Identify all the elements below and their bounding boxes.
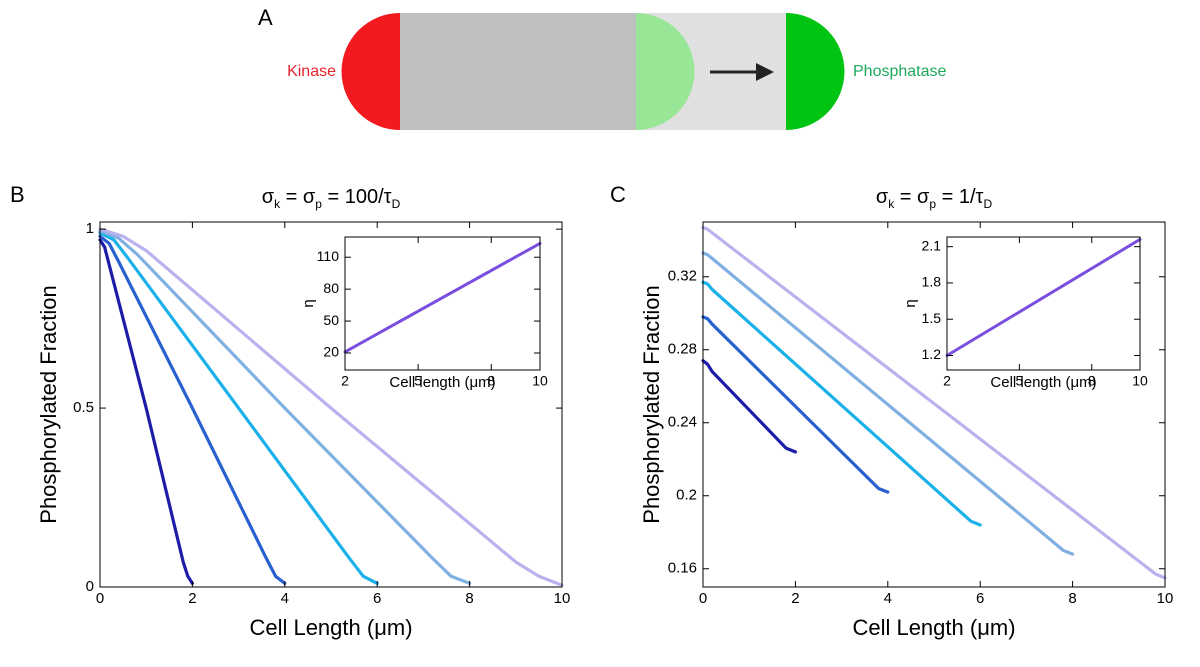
cell-diagram: Kinase Phosphatase [287, 13, 947, 130]
data-line [701, 251, 1075, 556]
data-line [98, 229, 472, 585]
y-tick-label: 2.1 [922, 237, 942, 253]
title-part: σ [876, 186, 889, 208]
title-part: σ [262, 186, 275, 208]
x-axis-label: Cell Length (μm) [249, 615, 412, 640]
y-tick-label: 50 [323, 312, 339, 328]
panel-label: C [610, 182, 626, 207]
chart-title: σk = σp = 1/τD [876, 186, 993, 211]
y-tick-label: 20 [323, 344, 339, 360]
x-tick-label: 8 [487, 373, 495, 389]
data-line [343, 241, 542, 354]
x-tick-label: 0 [699, 590, 707, 607]
panel-label: A [258, 5, 273, 30]
x-tick-label: 8 [1088, 373, 1096, 389]
y-tick-label: 0 [86, 578, 94, 595]
x-tick-label: 0 [96, 590, 104, 607]
panel-label: B [10, 182, 25, 207]
x-tick-label: 4 [884, 590, 892, 607]
y-tick-label: 0.32 [668, 268, 697, 285]
title-part: = σ [280, 186, 316, 208]
x-tick-label: 10 [1157, 590, 1174, 607]
plot-frame [946, 236, 1141, 371]
y-tick-label: 1.8 [922, 274, 942, 290]
y-axis-label: η [902, 299, 919, 307]
plot-area [345, 237, 540, 370]
x-axis-label: Cell Length (μm) [852, 615, 1015, 640]
y-tick-label: 1.2 [922, 346, 942, 362]
cell-body [400, 13, 636, 130]
x-tick-label: 10 [554, 590, 571, 607]
y-tick-label: 80 [323, 280, 339, 296]
title-part: k [888, 197, 895, 211]
title-part: D [392, 197, 401, 211]
y-tick-label: 1.5 [922, 310, 942, 326]
data-line [701, 359, 797, 454]
x-axis-label: Cell length (μm) [990, 374, 1096, 391]
title-part: p [315, 197, 322, 211]
data-line [945, 237, 1142, 357]
phosphatase-label: Phosphatase [853, 63, 947, 80]
x-tick-label: 6 [373, 590, 381, 607]
x-tick-label: 4 [281, 590, 289, 607]
data-line [98, 227, 564, 587]
y-axis-label: η [300, 299, 317, 307]
y-tick-label: 1 [86, 220, 94, 237]
x-tick-label: 10 [1132, 373, 1148, 389]
data-line [701, 315, 890, 494]
phosphatase-cap [786, 13, 845, 130]
x-tick-label: 8 [1068, 590, 1076, 607]
plot-frame [344, 236, 541, 371]
x-tick-label: 2 [943, 373, 951, 389]
y-tick-label: 0.5 [73, 399, 94, 416]
x-tick-label: 2 [791, 590, 799, 607]
title-part: = σ [894, 186, 930, 208]
x-tick-label: 6 [976, 590, 984, 607]
x-tick-label: 8 [465, 590, 473, 607]
data-line [98, 234, 287, 585]
x-tick-label: 2 [341, 373, 349, 389]
y-tick-label: 0.16 [668, 560, 697, 577]
kinase-cap [341, 13, 400, 130]
y-axis-label: Phosphorylated Fraction [639, 285, 664, 523]
x-tick-label: 10 [532, 373, 548, 389]
y-tick-label: 0.24 [668, 414, 697, 431]
data-line [98, 238, 194, 585]
title-part: p [929, 197, 936, 211]
y-tick-label: 0.28 [668, 341, 697, 358]
y-tick-label: 0.2 [676, 487, 697, 504]
data-line [701, 280, 982, 527]
chart-title: σk = σp = 100/τD [262, 186, 401, 211]
data-line [701, 225, 1167, 580]
x-tick-label: 5 [414, 373, 422, 389]
x-tick-label: 5 [1015, 373, 1023, 389]
kinase-label: Kinase [287, 63, 336, 80]
x-tick-label: 2 [188, 590, 196, 607]
data-line [98, 231, 379, 585]
arrow-head [756, 63, 774, 81]
x-axis-label: Cell length (μm) [389, 374, 495, 391]
title-part: k [274, 197, 281, 211]
y-axis-label: Phosphorylated Fraction [36, 285, 61, 523]
y-tick-label: 110 [317, 248, 340, 264]
plot-frame [99, 221, 563, 588]
plot-frame [702, 221, 1166, 588]
title-part: D [983, 197, 992, 211]
title-part: = 100/τ [322, 186, 392, 208]
phosphatase-ghost [636, 13, 695, 130]
title-part: = 1/τ [936, 186, 983, 208]
